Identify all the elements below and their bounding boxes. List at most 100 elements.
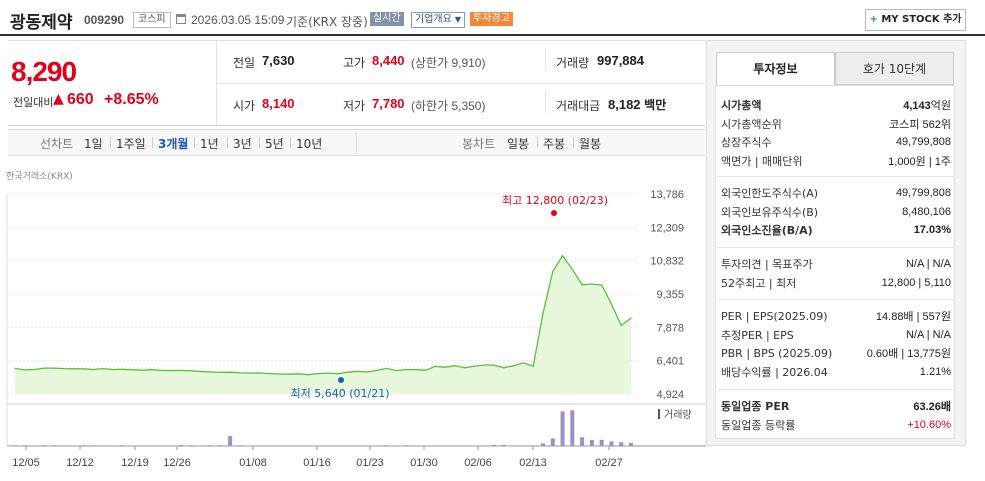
price-point [483, 364, 485, 366]
price-point [209, 371, 212, 373]
price-point [610, 303, 613, 305]
info-key: 상장주식수 [721, 136, 772, 149]
price-point [180, 369, 182, 371]
price-point [601, 284, 603, 286]
open-value: 8,140 [262, 96, 295, 111]
info-value-text: 8,480,106 [902, 205, 951, 218]
price-point [307, 374, 309, 376]
y-tick-label: 13,786 [650, 189, 684, 201]
x-tick-label: 02/06 [464, 457, 492, 469]
tab-divider [152, 137, 153, 148]
volume-bar [120, 445, 125, 446]
volume-bar [218, 445, 223, 446]
volume-label: 거래량 [556, 56, 590, 70]
price-point [102, 367, 104, 370]
info-value: 14.88배 | 557원 [876, 308, 951, 324]
info-value: +10.60% [907, 419, 951, 431]
price-point [620, 324, 622, 327]
price-point [258, 372, 261, 374]
tab-invest-info[interactable]: 투자정보 [716, 52, 835, 85]
change-percent: +8.65% [104, 91, 159, 108]
info-divider [717, 176, 953, 177]
period-tab[interactable]: 1일 [84, 137, 103, 151]
volume-bar [599, 439, 604, 446]
period-tab[interactable]: 1주일 [116, 137, 146, 151]
price-point [141, 369, 143, 371]
tab-divider [110, 137, 111, 148]
price-point [121, 368, 124, 370]
volume-bar [228, 436, 233, 446]
price-point [190, 370, 192, 372]
info-value-text: 코스피 562위 [889, 118, 951, 131]
period-tab[interactable]: 3년 [233, 137, 252, 151]
volume-bar [384, 445, 389, 446]
candle-tab[interactable]: 월봉 [579, 137, 602, 151]
volume-bar [570, 410, 575, 446]
chevron-down-icon: ▼ [454, 15, 461, 24]
price-point [14, 367, 16, 369]
period-tab[interactable]: 5년 [265, 137, 284, 151]
price-point [346, 371, 349, 373]
y-tick-label: 7,878 [656, 322, 684, 334]
y-tick-label: 10,832 [650, 256, 684, 268]
price-point [591, 283, 593, 285]
price-point [288, 373, 290, 375]
volume-bar [492, 444, 497, 446]
x-tick-label: 12/05 [12, 457, 40, 469]
price-point [571, 268, 573, 270]
candle-tab[interactable]: 주봉 [543, 137, 566, 151]
open-label: 시가 [233, 99, 256, 113]
amount-label: 거래대금 [556, 99, 601, 113]
price-chart[interactable]: 13,786 12,309 10,832 9,355 7,878 6,401 4,924 최고… [0, 176, 706, 481]
candle-tab[interactable]: 일봉 [507, 137, 530, 151]
prev-close-label: 전일 [233, 56, 256, 70]
info-row: 동일업종 PER 63.26배 [721, 397, 951, 415]
price-area [15, 255, 631, 394]
price-point [43, 367, 45, 369]
info-value-text: 1.21% [919, 365, 951, 378]
mystock-add-button[interactable]: + MY STOCK 추가 [865, 9, 966, 31]
price-point [513, 365, 515, 367]
y-tick-label: 9,355 [656, 289, 684, 301]
high-value: 8,440 [372, 53, 405, 68]
price-point [542, 312, 544, 314]
change-label: 전일대비 [13, 96, 54, 109]
x-tick-label: 12/12 [66, 457, 94, 469]
volume-bar [189, 445, 193, 446]
prev-close-value: 7,630 [262, 53, 295, 68]
info-value: 1,000원 | 1주 [888, 153, 951, 169]
volume-bar [404, 445, 409, 446]
realtime-badge[interactable]: 실시간 [370, 12, 404, 26]
period-tab[interactable]: 1년 [200, 137, 219, 151]
price-point [415, 369, 417, 371]
y-tick-label: 12,309 [650, 222, 684, 234]
price-point [73, 368, 75, 370]
volume-bar [609, 441, 614, 446]
price-point [24, 369, 26, 371]
low-label: 저가 [343, 99, 366, 113]
info-value-text: 4,143 [903, 100, 931, 112]
price-point [454, 365, 456, 367]
info-key: 추정PER | EPS [721, 328, 794, 342]
x-tick-label: 01/23 [356, 457, 384, 469]
price-point [63, 367, 65, 370]
price-point [161, 369, 163, 371]
tab-divider [227, 137, 228, 148]
stock-name: 광동제약 [10, 13, 73, 33]
info-key: 투자의견 | 목표주가 [721, 258, 813, 271]
info-value: 17.03% [914, 224, 951, 236]
volume-bar [580, 437, 585, 446]
candle-chart-label: 봉차트 [462, 137, 496, 151]
info-value-text: 17.03% [913, 224, 951, 236]
info-divider [717, 389, 953, 390]
period-tab[interactable]: 10년 [296, 137, 323, 151]
tab-orderbook[interactable]: 호가 10단계 [835, 52, 954, 85]
volume-bar [589, 439, 594, 446]
info-value: 0.60배 | 13,775원 [867, 345, 951, 361]
company-overview-select[interactable]: 기업개요 ▼ [411, 12, 465, 28]
price-point [552, 270, 554, 273]
info-key: PBR | BPS (2025.09) [721, 346, 833, 360]
info-value: 4,143억원 [903, 97, 951, 113]
period-tab[interactable]: 3개월 [158, 137, 189, 151]
volume-bar [501, 444, 506, 446]
